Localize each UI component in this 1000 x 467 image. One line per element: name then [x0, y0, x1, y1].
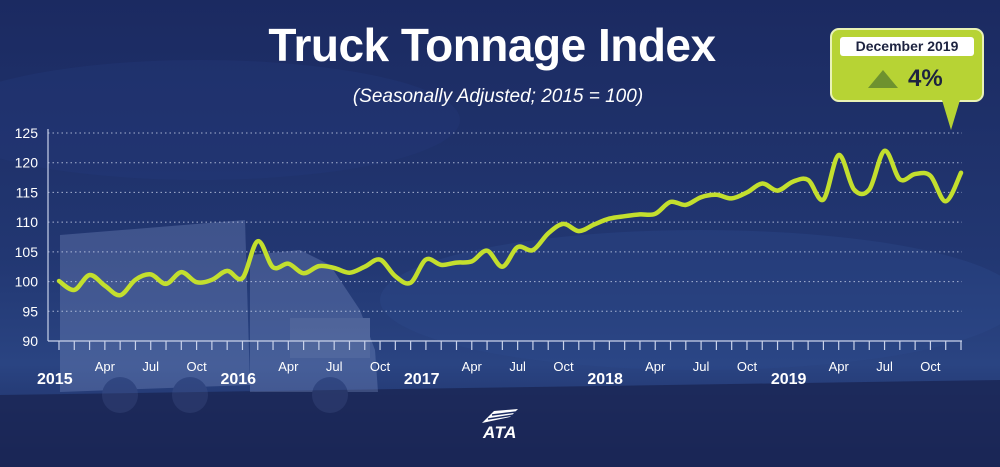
x-year-label: 2016 [220, 371, 256, 388]
x-month-label: Jul [509, 359, 526, 374]
callout-pointer [942, 100, 960, 130]
up-triangle-icon [868, 70, 898, 88]
callout-value: 4% [908, 65, 943, 92]
x-month-label: Jul [326, 359, 343, 374]
x-month-label: Jul [876, 359, 893, 374]
truck-silhouette [60, 220, 378, 413]
chart-title: Truck Tonnage Index [268, 19, 716, 71]
x-month-label: Oct [370, 359, 391, 374]
x-month-label: Apr [278, 359, 299, 374]
y-tick-label: 125 [15, 125, 39, 141]
x-month-label: Apr [462, 359, 483, 374]
ata-logo: ATA [474, 407, 526, 455]
y-tick-label: 120 [15, 155, 39, 171]
y-tick-label: 100 [15, 274, 39, 290]
x-year-label: 2017 [404, 371, 440, 388]
callout-period: December 2019 [840, 37, 974, 56]
x-year-label: 2015 [37, 371, 73, 388]
x-month-label: Oct [186, 359, 207, 374]
y-tick-label: 115 [16, 184, 39, 200]
chart-subtitle: (Seasonally Adjusted; 2015 = 100) [352, 86, 644, 107]
x-month-label: Apr [645, 359, 666, 374]
y-tick-label: 90 [22, 333, 38, 349]
x-month-label: Oct [737, 359, 758, 374]
y-tick-label: 95 [22, 303, 38, 319]
y-tick-label: 105 [15, 244, 39, 260]
x-month-label: Jul [142, 359, 159, 374]
x-month-label: Apr [95, 359, 116, 374]
x-month-label: Jul [693, 359, 710, 374]
series-line [56, 148, 964, 298]
x-month-label: Oct [553, 359, 574, 374]
highlight-callout: December 2019 4% [830, 28, 984, 102]
flag-stripes-icon [482, 409, 518, 423]
x-month-label: Apr [829, 359, 850, 374]
y-tick-label: 110 [16, 214, 39, 230]
x-year-label: 2019 [771, 371, 807, 388]
x-year-label: 2018 [587, 371, 623, 388]
x-month-label: Oct [920, 359, 941, 374]
